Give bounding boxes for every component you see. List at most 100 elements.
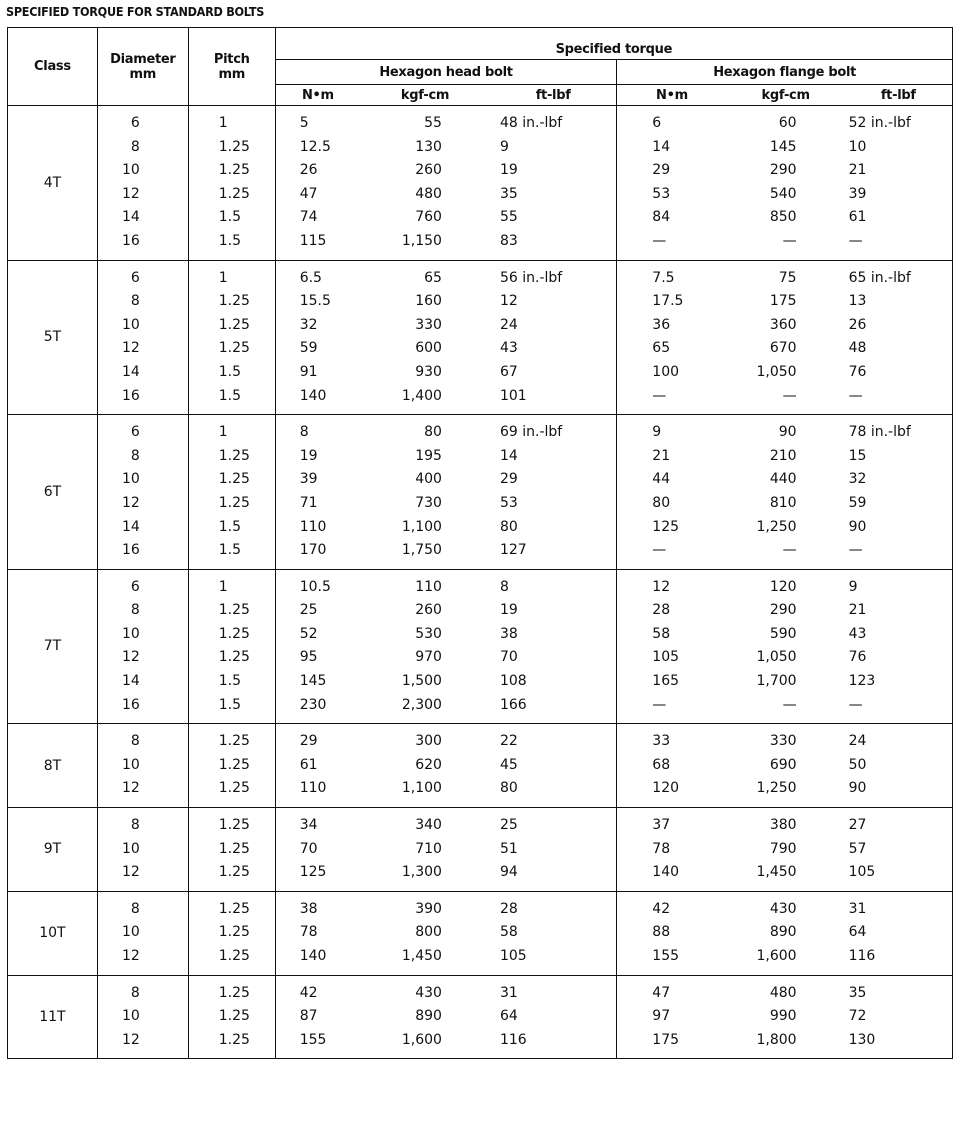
column-cell: 6 8 10 12 14 16: [96, 259, 189, 416]
table-cell: 480: [769, 984, 797, 1001]
column-cell: 1 1.25 1.25 1.25 1.5 1.5: [187, 414, 276, 570]
table-cell: 58: [652, 625, 671, 642]
table-cell: 59: [848, 494, 867, 511]
table-cell: 53: [499, 494, 518, 511]
column-cell: 7.5 17.5 36 65 100 —: [616, 259, 727, 416]
table-cell: 8: [130, 138, 140, 155]
table-cell: 110: [299, 780, 327, 797]
column-cell: 12 28 58 105 165 —: [616, 568, 727, 725]
table-cell: —: [782, 542, 797, 559]
table-cell: 1,100: [401, 780, 442, 797]
class-group-6t: 6T 6 8 10 12 14 16 1 1.25 1.25 1.25 1.5 1.5 8 19 39 71 11…: [7, 414, 953, 570]
table-cell: 6: [130, 424, 140, 441]
class-cell: 4T: [7, 105, 98, 261]
class-group-9t: 9T 8 10 12 1.25 1.25 1.25 34 70 125 340 710 1,300 25 5…: [7, 807, 953, 892]
column-cell: 33 68 120: [616, 723, 727, 809]
column-cell: 390 800 1,450: [360, 890, 490, 976]
table-cell: 10.5: [299, 578, 331, 595]
table-cell: 1.5: [218, 542, 242, 559]
header-class: Class: [7, 27, 98, 106]
table-cell: —: [848, 387, 863, 404]
table-cell: 84: [652, 209, 671, 226]
table-cell: 55: [499, 209, 518, 226]
table-cell: 1,750: [401, 542, 442, 559]
column-cell: 69 in.-lbf 14 29 53 80 127: [489, 414, 618, 570]
table-cell: 42: [299, 984, 318, 1001]
table-cell: 75: [778, 269, 797, 286]
table-cell: 15.5: [299, 293, 331, 310]
table-cell: 155: [652, 948, 680, 964]
class-group-10t: 10T 8 10 12 1.25 1.25 1.25 38 78 140 390 800 1,450 28…: [7, 890, 953, 976]
table-cell: 1,050: [756, 363, 797, 380]
class-cell: 10T: [7, 890, 98, 976]
table-cell: 42: [652, 900, 671, 917]
table-cell: 5: [299, 115, 309, 131]
table-cell: 1.25: [218, 817, 250, 834]
table-cell: 530: [415, 625, 442, 642]
table-cell: 260: [415, 162, 442, 179]
column-cell: 65 in.-lbf 13 26 48 76 —: [844, 259, 953, 416]
header-hex-flange-bolt: Hexagon flange bolt: [616, 59, 953, 85]
table-cell: 1,500: [401, 673, 442, 690]
header-unit: ft-lbf: [844, 84, 953, 106]
table-cell: 52 in.-lbf: [848, 115, 911, 131]
table-cell: 21: [848, 162, 867, 179]
table-cell: 1: [218, 115, 228, 131]
table-cell: 36: [652, 316, 671, 333]
table-cell: 1.25: [218, 138, 250, 155]
table-cell: 80: [499, 518, 518, 535]
table-cell: 34: [299, 817, 318, 834]
table-cell: 59: [299, 340, 318, 357]
table-cell: 29: [652, 162, 671, 179]
column-cell: 65 160 330 600 930 1,400: [360, 259, 490, 416]
table-cell: 90: [848, 518, 867, 535]
table-cell: 970: [415, 649, 442, 666]
column-cell: 330 690 1,250: [726, 723, 845, 809]
table-cell: 7.5: [652, 269, 675, 286]
class-cell: 9T: [7, 807, 98, 892]
table-cell: 37: [652, 817, 671, 834]
table-cell: 15: [848, 447, 867, 464]
table-cell: 38: [299, 900, 318, 917]
column-cell: 8 19 39 71 110 170: [274, 414, 361, 570]
table-cell: 29: [499, 471, 518, 488]
table-cell: 33: [652, 733, 671, 750]
column-cell: 22 45 80: [489, 723, 618, 809]
table-cell: 290: [769, 602, 797, 619]
table-cell: 340: [415, 817, 442, 834]
column-cell: 29 61 110: [274, 723, 361, 809]
table-cell: —: [848, 696, 863, 713]
table-cell: —: [782, 387, 797, 404]
table-cell: 57: [848, 840, 867, 857]
table-cell: 16: [121, 387, 140, 404]
table-cell: 47: [652, 984, 671, 1001]
table-cell: 800: [415, 924, 442, 941]
table-cell: 14: [121, 209, 140, 226]
table-cell: 6: [130, 269, 140, 286]
table-cell: 790: [769, 840, 797, 857]
column-cell: 47 97 175: [616, 974, 727, 1060]
table-cell: 440: [769, 471, 797, 488]
table-cell: 1,250: [756, 518, 797, 535]
column-cell: 120 290 590 1,050 1,700 —: [726, 568, 845, 725]
table-cell: 1.25: [218, 948, 250, 964]
table-cell: 47: [299, 185, 318, 202]
table-cell: 56 in.-lbf: [499, 269, 563, 286]
table-cell: 24: [848, 733, 867, 750]
table-cell: 930: [415, 363, 442, 380]
table-cell: 160: [415, 293, 442, 310]
table-cell: 116: [848, 948, 876, 964]
table-cell: 70: [299, 840, 318, 857]
table-cell: 1.25: [218, 162, 250, 179]
table-cell: 87: [299, 1008, 318, 1025]
table-cell: 8: [130, 733, 140, 750]
table-cell: 14: [121, 363, 140, 380]
table-cell: 6: [130, 115, 140, 131]
table-cell: 760: [415, 209, 442, 226]
column-cell: 8 10 12: [96, 807, 189, 892]
table-cell: 16: [121, 696, 140, 713]
table-cell: 600: [415, 340, 442, 357]
column-cell: 8 10 12: [96, 974, 189, 1060]
table-cell: 140: [299, 387, 327, 404]
table-cell: 13: [848, 293, 867, 310]
